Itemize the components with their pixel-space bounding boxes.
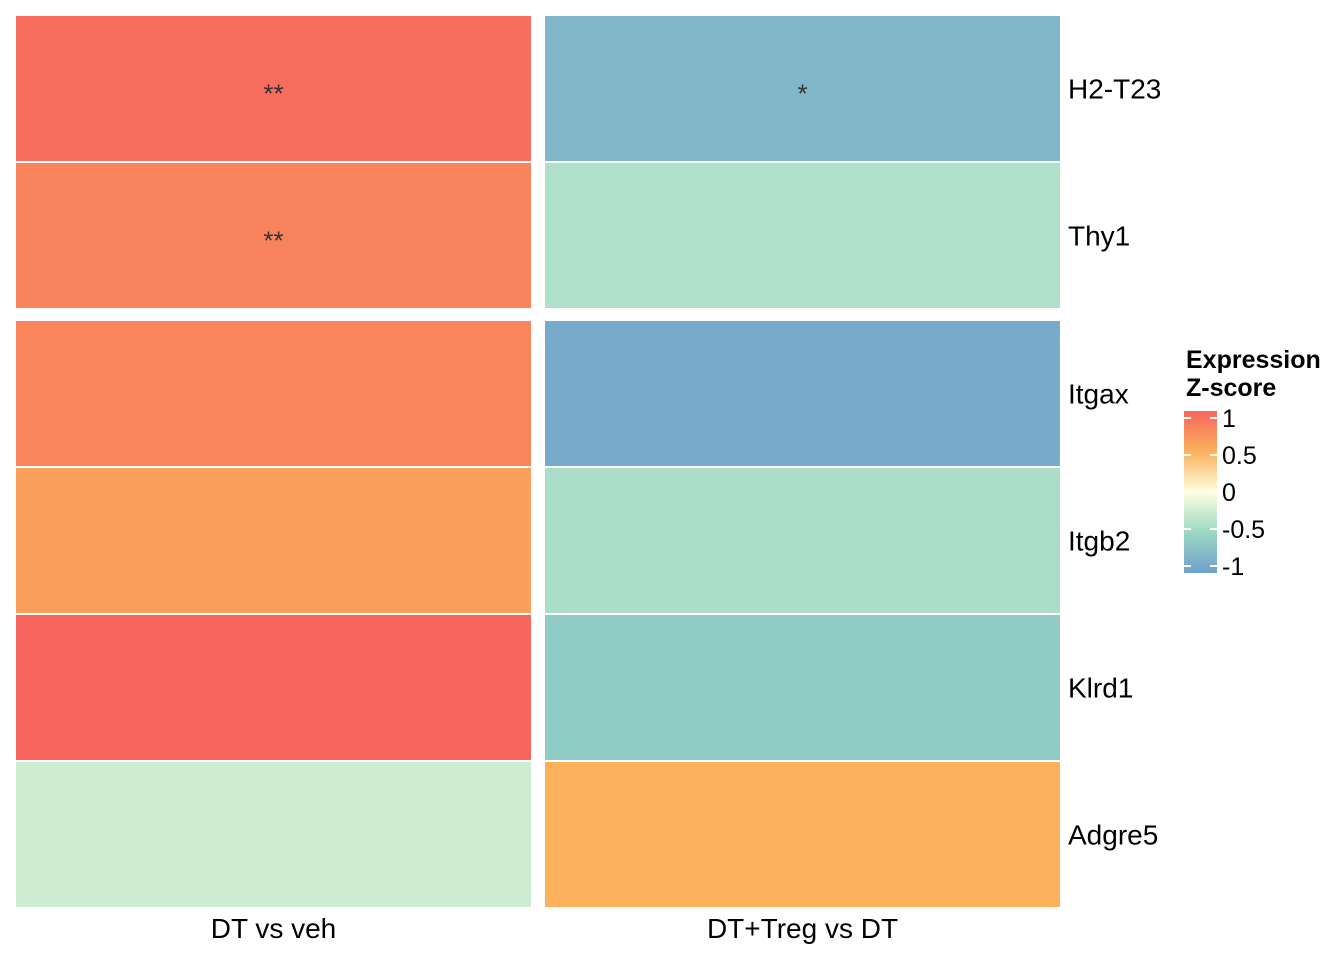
heatmap-cell-klrd1-1	[543, 613, 1062, 762]
legend-title: Expression Z-score	[1186, 346, 1321, 402]
row-labels: H2-T23 Thy1 Itgax Itgb2 Klrd1 Adgre5	[1068, 74, 1161, 851]
row-label: Itgb2	[1068, 526, 1130, 557]
column-labels: DT vs veh DT+Treg vs DT	[211, 913, 898, 944]
heatmap-cell-adgre5-0	[14, 760, 533, 909]
legend-tick-label: 1	[1222, 405, 1236, 433]
row-label: Klrd1	[1068, 673, 1133, 704]
significance-marker: **	[263, 226, 283, 256]
row-label: Thy1	[1068, 221, 1130, 252]
heatmap-cell-h2-t23-0	[14, 14, 533, 163]
significance-marker: **	[263, 79, 283, 109]
row-label: Itgax	[1068, 379, 1129, 410]
heatmap-cell-itgb2-0	[14, 466, 533, 615]
heatmap-cell-itgb2-1	[543, 466, 1062, 615]
legend-tick-label: 0.5	[1222, 442, 1257, 470]
legend-title-line2: Z-score	[1186, 374, 1277, 402]
color-legend: 1 0.5 0 -0.5 -1	[1184, 405, 1265, 581]
legend-tick-label: 0	[1222, 479, 1236, 507]
legend-tick-label: -1	[1222, 553, 1244, 581]
heatmap-cell-thy1-1	[543, 161, 1062, 310]
heatmap-cell-thy1-0	[14, 161, 533, 310]
heatmap-cell-adgre5-1	[543, 760, 1062, 909]
heatmap-cell-klrd1-0	[14, 613, 533, 762]
heatmap-cells	[14, 14, 1062, 909]
row-label: Adgre5	[1068, 820, 1158, 851]
heatmap-cell-itgax-0	[14, 319, 533, 468]
cell-annotations: ** ***	[263, 79, 807, 256]
column-label: DT vs veh	[211, 913, 337, 944]
legend-title-line1: Expression	[1186, 346, 1321, 374]
heatmap-cell-h2-t23-1	[543, 14, 1062, 163]
row-label: H2-T23	[1068, 74, 1161, 105]
significance-marker: *	[797, 79, 807, 109]
column-label: DT+Treg vs DT	[707, 913, 898, 944]
legend-tick-label: -0.5	[1222, 516, 1265, 544]
heatmap-cell-itgax-1	[543, 319, 1062, 468]
